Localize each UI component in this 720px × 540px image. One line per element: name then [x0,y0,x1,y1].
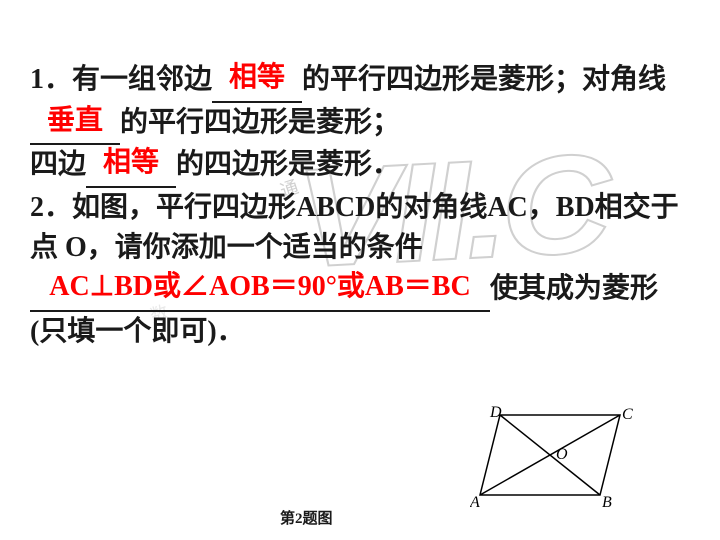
question-1: 1．有一组邻边相等的平行四边形是菱形；对角线垂直的平行四边形是菱形； 四边相等的… [30,60,690,188]
q1-answer3: 相等 [103,147,159,178]
q1-mid1: 的平行四边形是菱形；对角线 [302,64,666,95]
label-d: D [489,405,502,421]
q1-mid3: 四边 [30,149,86,180]
q2-answer: AC⊥BD或∠AOB＝90°或AB＝BC [49,271,470,302]
question-2: 2．如图，平行四边形ABCD的对角线AC，BD相交于点 O，请你添加一个适当的条… [30,188,690,352]
q1-suffix: 的四边形是菱形． [176,149,400,180]
label-o: O [556,446,568,463]
label-c: C [622,406,633,423]
q1-prefix: 1．有一组邻边 [30,64,212,95]
slide-content: 1．有一组邻边相等的平行四边形是菱形；对角线垂直的平行四边形是菱形； 四边相等的… [0,0,720,352]
q1-mid2: 的平行四边形是菱形； [120,107,400,138]
label-b: B [602,494,612,511]
q2-blank: AC⊥BD或∠AOB＝90°或AB＝BC [30,269,490,312]
q2-figure: D C A B O [470,405,650,520]
q1-blank3: 相等 [86,145,176,188]
rhombus-diagram: D C A B O [470,405,650,515]
q1-answer1: 相等 [229,62,285,93]
figure-caption: 第2题图 [280,507,333,528]
label-a: A [470,494,480,511]
q1-answer2: 垂直 [47,105,103,136]
diagonal-ac [480,415,620,495]
q1-blank1: 相等 [212,60,302,103]
q2-line1: 2．如图，平行四边形ABCD的对角线AC，BD相交于点 O，请你添加一个适当的条… [30,192,679,264]
q1-blank2: 垂直 [30,103,120,146]
